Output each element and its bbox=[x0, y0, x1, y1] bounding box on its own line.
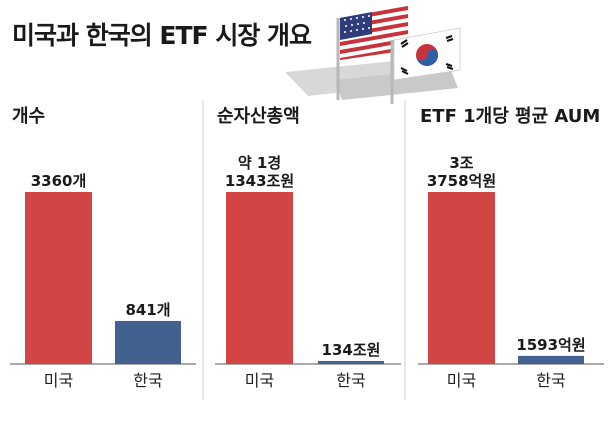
bar-us bbox=[226, 192, 293, 364]
tick-label: 미국 bbox=[44, 371, 73, 390]
data-label: 3360개 bbox=[31, 172, 87, 190]
data-label: 841개 bbox=[125, 301, 170, 319]
tick-label: 한국 bbox=[133, 371, 162, 390]
data-label: 1593억원 bbox=[516, 336, 585, 354]
tick-label: 한국 bbox=[536, 371, 565, 390]
us-flag-icon bbox=[336, 5, 409, 100]
tick-label: 미국 bbox=[447, 371, 476, 390]
chart-title: 순자산총액 bbox=[217, 106, 300, 127]
tick-label: 미국 bbox=[245, 371, 274, 390]
platform-shadow-2 bbox=[335, 68, 458, 100]
bar-us bbox=[25, 192, 92, 364]
data-label: 3조 3758억원 bbox=[427, 154, 496, 190]
data-label: 134조원 bbox=[322, 341, 381, 359]
tick-label: 한국 bbox=[336, 371, 365, 390]
kr-flag-icon bbox=[390, 27, 461, 104]
flags-illustration bbox=[285, 5, 461, 104]
chart-title: ETF 1개당 평균 AUM bbox=[420, 106, 600, 127]
chart-title: 개수 bbox=[12, 106, 45, 127]
data-label: 약 1경 1343조원 bbox=[225, 154, 294, 190]
bar-kr bbox=[115, 320, 181, 364]
bar-us bbox=[428, 192, 495, 364]
bar-kr bbox=[518, 355, 584, 364]
bar-kr bbox=[318, 361, 384, 364]
page-title: 미국과 한국의 ETF 시장 개요 bbox=[12, 21, 312, 50]
